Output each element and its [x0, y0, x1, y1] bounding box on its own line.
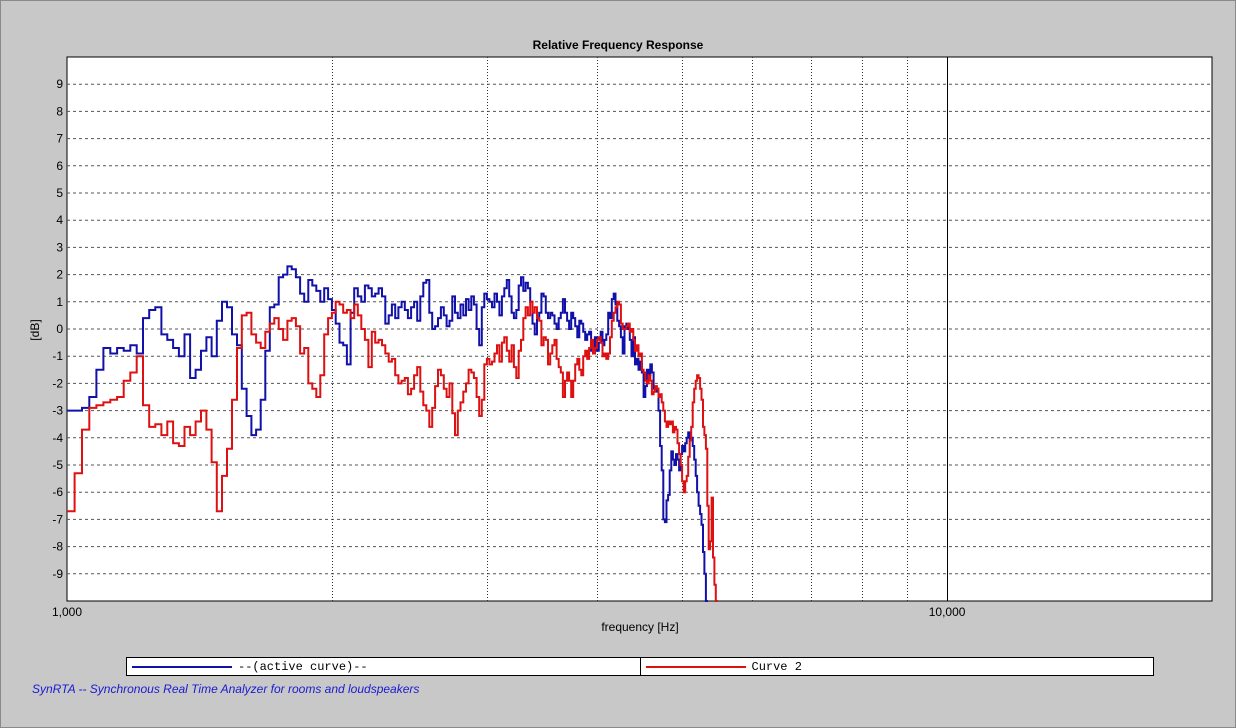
y-tick-label: -6	[52, 485, 63, 499]
series-line-active-curve	[67, 265, 708, 602]
legend-label-curve-2: Curve 2	[751, 659, 802, 674]
x-tick-label: 10,000	[929, 605, 966, 619]
legend-swatch-curve-2	[645, 665, 746, 668]
y-tick-label: -4	[52, 431, 63, 445]
y-axis-label: [dB]	[28, 319, 42, 340]
y-tick-label: 3	[56, 240, 63, 254]
legend-item-curve-2[interactable]: Curve 2	[639, 658, 1154, 675]
y-tick-label: 8	[56, 104, 63, 118]
y-tick-label: -5	[52, 458, 63, 472]
legend-item-active-curve[interactable]: --(active curve)--	[127, 658, 640, 675]
x-tick-label: 1,000	[52, 605, 82, 619]
y-tick-label: -8	[52, 540, 63, 554]
x-axis: 1,000 10,000	[52, 605, 966, 619]
chart-title: Relative Frequency Response	[533, 38, 704, 52]
y-tick-label: 1	[56, 295, 63, 309]
y-tick-label: 7	[56, 132, 63, 146]
series-group	[67, 265, 718, 602]
legend-swatch-active-curve	[132, 665, 232, 668]
y-tick-label: -7	[52, 512, 63, 526]
y-tick-label: 5	[56, 186, 63, 200]
footer-text: SynRTA -- Synchronous Real Time Analyzer…	[32, 682, 420, 696]
y-tick-label: 6	[56, 159, 63, 173]
chart-legend: --(active curve)-- Curve 2	[126, 657, 1154, 676]
y-tick-label: -9	[52, 567, 63, 581]
y-tick-label: 9	[56, 77, 63, 91]
legend-label-active-curve: --(active curve)--	[238, 659, 368, 674]
grid	[67, 57, 1212, 601]
y-axis: 9 8 7 6 5 4 3 2 1 0 -1 -2 -3 -4 -5 -6 -7 -8 -9	[52, 77, 63, 581]
y-tick-label: 0	[56, 322, 63, 336]
series-line-curve-2	[67, 300, 718, 602]
x-axis-label: frequency [Hz]	[601, 620, 678, 634]
y-tick-label: 4	[56, 213, 63, 227]
y-tick-label: -2	[52, 376, 63, 390]
y-tick-label: -3	[52, 404, 63, 418]
y-tick-label: -1	[52, 349, 63, 363]
y-tick-label: 2	[56, 268, 63, 282]
